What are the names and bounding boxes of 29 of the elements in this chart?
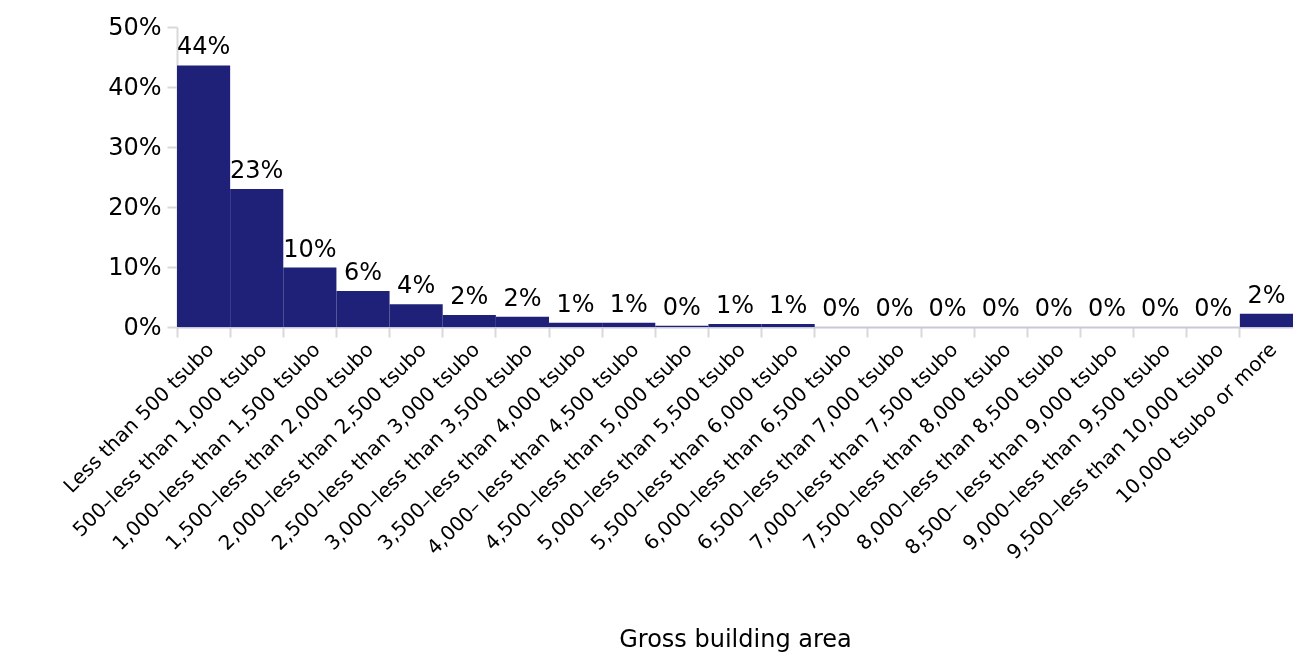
data-label: 1% [715, 291, 755, 319]
y-tick-label: 30% [108, 132, 162, 161]
data-label: 0% [662, 292, 701, 321]
data-label: 0% [1194, 294, 1233, 322]
data-label: 1% [556, 289, 595, 318]
data-label: 0% [928, 294, 967, 322]
data-label: 2% [450, 282, 489, 310]
data-label: 0% [875, 294, 914, 322]
y-tick-label: 0% [123, 312, 162, 341]
data-label: 1% [769, 291, 808, 319]
data-label: 23% [230, 156, 284, 184]
y-tick-label: 20% [108, 192, 162, 221]
data-label: 0% [1141, 294, 1180, 322]
data-label: 0% [981, 294, 1020, 322]
data-label: 2% [1247, 280, 1286, 309]
x-axis-title: Gross building area [619, 624, 852, 653]
data-label: 2% [503, 283, 542, 312]
data-label: 1% [609, 289, 648, 318]
y-tick-label: 10% [108, 252, 162, 281]
data-label: 4% [397, 271, 436, 300]
data-label: 0% [1034, 294, 1073, 322]
y-tick-label: 50% [108, 12, 162, 41]
y-tick-label: 40% [108, 72, 162, 101]
data-label: 0% [1087, 294, 1127, 322]
data-label: 10% [283, 234, 337, 263]
data-label: 44% [176, 32, 231, 61]
bar [1239, 313, 1293, 327]
data-label: 0% [822, 294, 861, 322]
data-label: 6% [343, 258, 383, 286]
